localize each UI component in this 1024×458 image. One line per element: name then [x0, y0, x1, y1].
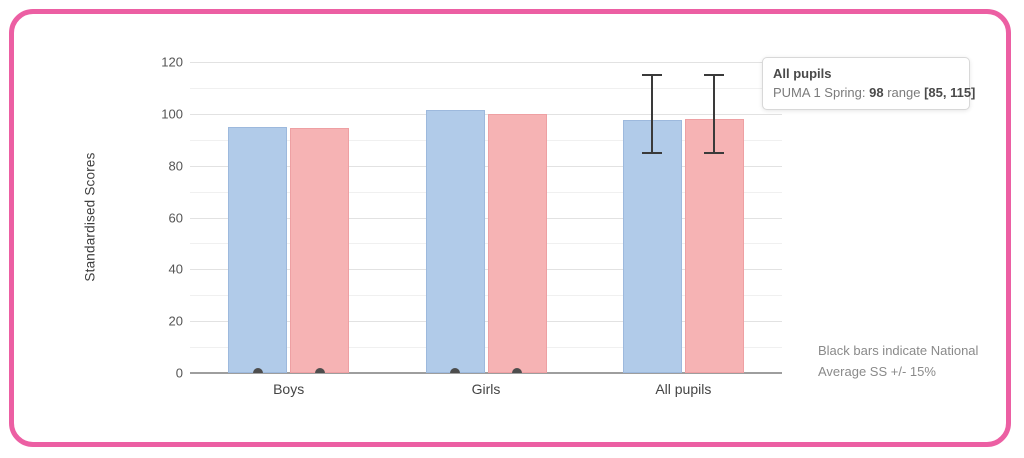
- y-tick-60: 60: [168, 210, 183, 225]
- grid-line-40: [190, 269, 782, 271]
- error-bar-cap-low-blue-series: [642, 151, 663, 154]
- y-tick-0: 0: [175, 365, 183, 381]
- grid-line-30: [190, 295, 782, 297]
- bar-blue-series-boys[interactable]: [228, 126, 288, 373]
- bar-pink-series-puma-1-spring-girls[interactable]: [487, 113, 547, 373]
- error-bar-cap-high-pink-series-puma-1-spring: [704, 73, 725, 76]
- y-axis-title: Standardised Scores: [82, 152, 98, 282]
- error-bar-line-pink-series-puma-1-spring: [713, 74, 716, 153]
- bar-pink-series-puma-1-spring-all-pupils[interactable]: [684, 119, 744, 373]
- tooltip-range-word: range: [883, 85, 925, 100]
- grid-line-110: [190, 87, 782, 89]
- footnote-line-2: Average SS +/- 15%: [818, 364, 936, 379]
- grid-line-70: [190, 191, 782, 193]
- zero-marker-blue-series-girls: [450, 368, 460, 373]
- plot-area: [190, 62, 782, 374]
- bar-pink-series-puma-1-spring-boys[interactable]: [290, 128, 350, 373]
- y-tick-20: 20: [168, 313, 183, 329]
- zero-marker-blue-series-boys: [252, 368, 263, 373]
- footnote: Black bars indicate National Average SS …: [818, 340, 998, 382]
- error-bar-line-blue-series: [651, 74, 654, 153]
- bar-blue-series-girls[interactable]: [425, 109, 485, 373]
- y-tick-120: 120: [161, 54, 183, 70]
- tooltip-value: 98: [869, 85, 884, 100]
- grid-line-90: [190, 139, 782, 141]
- y-tick-100: 100: [161, 106, 183, 122]
- grid-line-20: [190, 321, 782, 323]
- footnote-line-1: Black bars indicate National: [818, 343, 979, 358]
- tooltip-value-line: PUMA 1 Spring: 98 range [85, 115]: [773, 83, 975, 102]
- x-label-boys: Boys: [273, 381, 305, 397]
- x-label-all-pupils: All pupils: [655, 381, 712, 397]
- grid-line-80: [190, 165, 782, 167]
- error-bar-cap-high-blue-series: [642, 73, 663, 76]
- y-tick-40: 40: [168, 261, 183, 277]
- grid-line-50: [190, 243, 782, 245]
- zero-marker-pink-series-puma-1-spring-girls: [512, 368, 522, 373]
- grid-line-10: [190, 347, 782, 349]
- zero-marker-pink-series-puma-1-spring-boys: [314, 368, 325, 373]
- grid-line-60: [190, 217, 782, 219]
- tooltip-series-label: PUMA 1 Spring:: [773, 85, 870, 100]
- grid-line-100: [190, 113, 782, 115]
- error-bar-cap-low-pink-series-puma-1-spring: [704, 151, 725, 154]
- grid-line-120: [190, 62, 782, 63]
- x-label-girls: Girls: [471, 381, 501, 397]
- x-axis-line: [190, 372, 782, 374]
- tooltip: All pupils PUMA 1 Spring: 98 range [85, …: [762, 57, 975, 110]
- y-tick-80: 80: [168, 158, 183, 174]
- tooltip-title: All pupils: [773, 66, 832, 81]
- bar-blue-series-all-pupils[interactable]: [622, 120, 682, 373]
- tooltip-range: [85, 115]: [924, 85, 976, 100]
